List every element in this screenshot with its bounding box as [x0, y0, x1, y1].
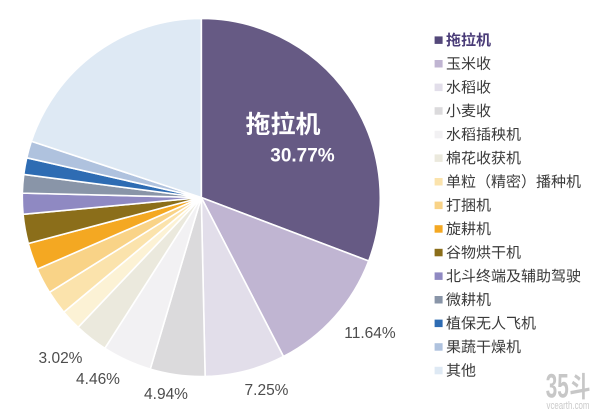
svg-text:35: 35 — [546, 368, 569, 406]
svg-text:3.02%: 3.02% — [39, 350, 83, 367]
svg-text:11.64%: 11.64% — [344, 325, 396, 342]
svg-text:30.77%: 30.77% — [270, 146, 335, 167]
svg-text:7.25%: 7.25% — [245, 382, 289, 399]
svg-text:4.46%: 4.46% — [76, 371, 120, 388]
svg-text:vcearth.com: vcearth.com — [547, 400, 590, 412]
svg-text:4.94%: 4.94% — [144, 386, 188, 403]
